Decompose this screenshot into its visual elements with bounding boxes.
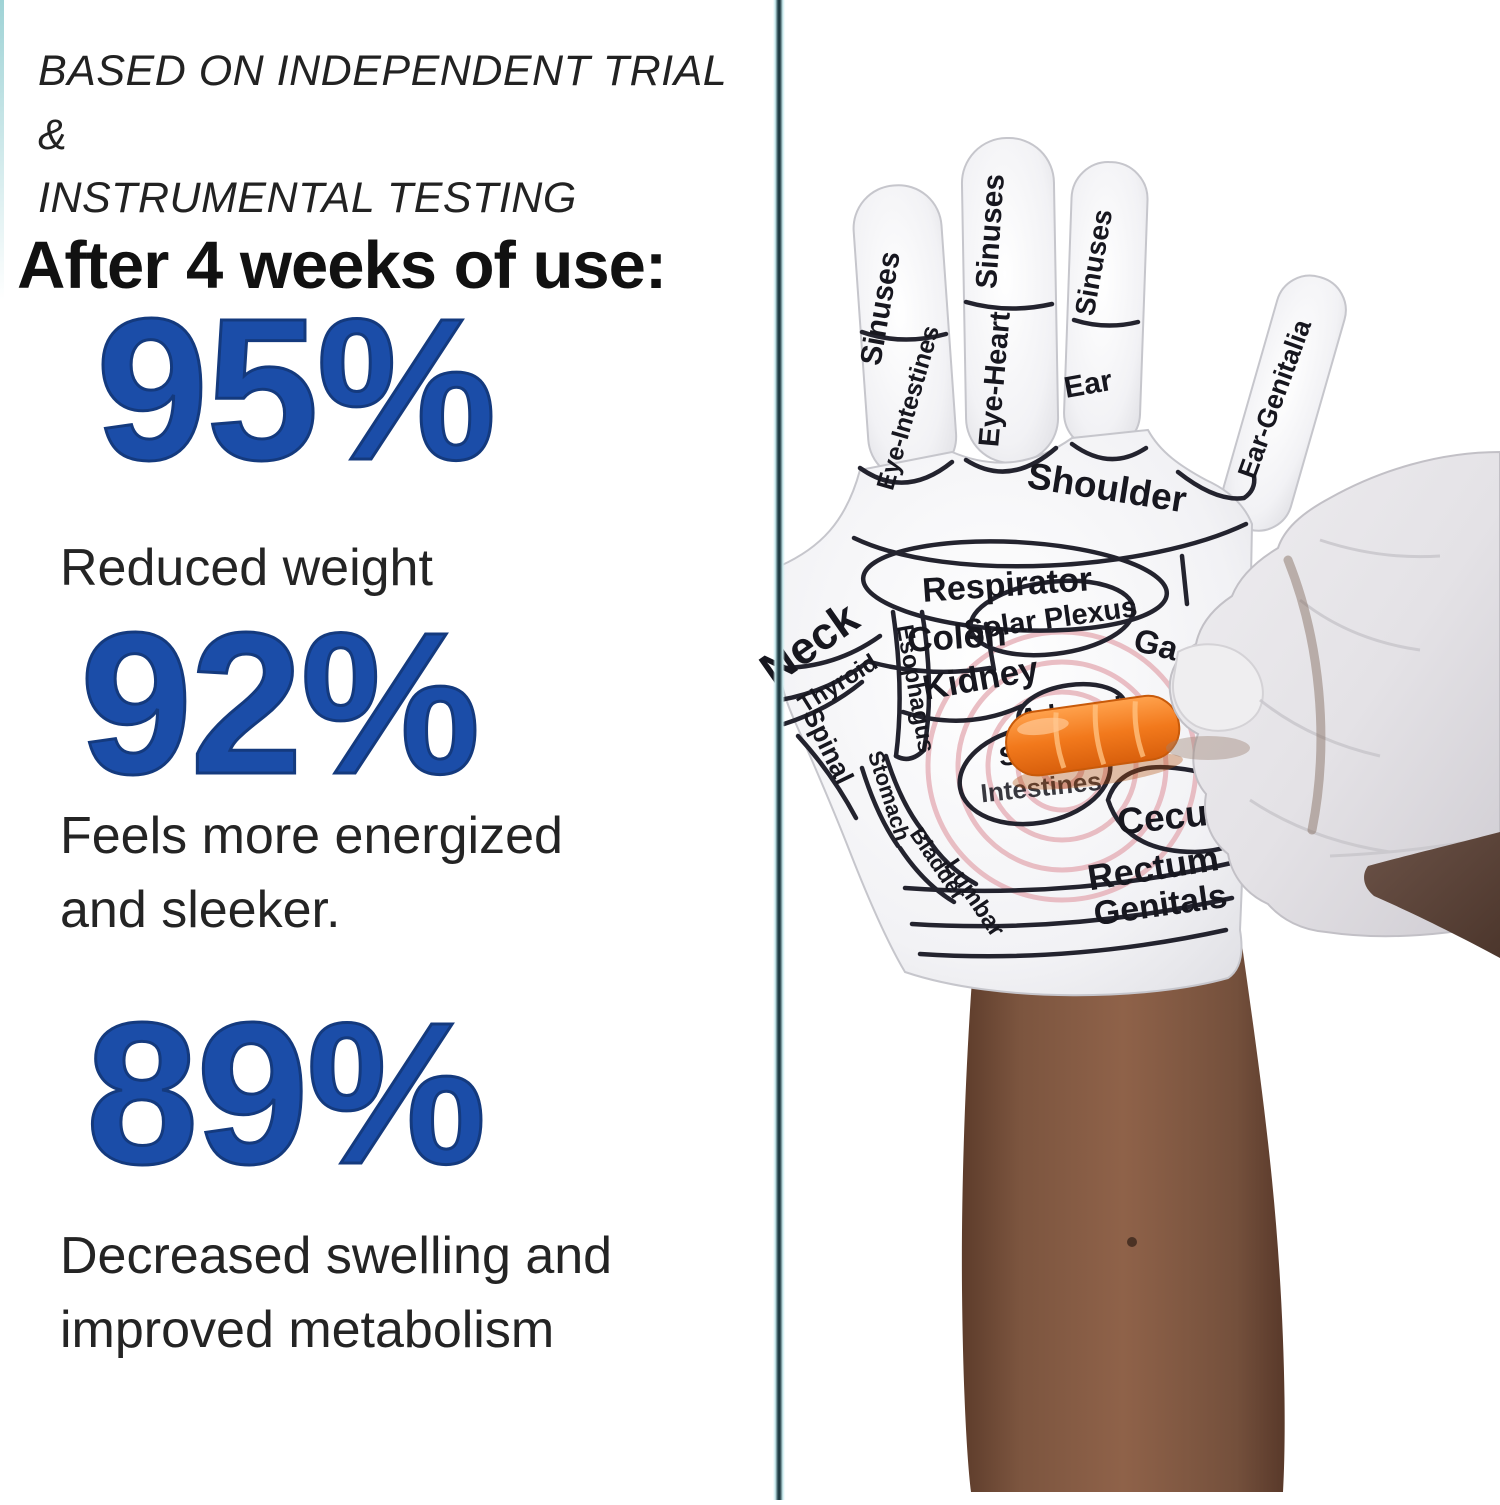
masseur-forearm xyxy=(1364,832,1500,958)
disclaimer-line2: INSTRUMENTAL TESTING xyxy=(38,174,577,223)
label-sinuses-middle: Sinuses xyxy=(970,173,1011,290)
panel-divider xyxy=(773,0,785,1500)
stat-description-energized: Feels more energized and sleeker. xyxy=(60,807,563,939)
forearm-mole xyxy=(1127,1237,1137,1247)
massaging-hand xyxy=(1166,450,1500,958)
stat-percent-swelling: 89% xyxy=(84,980,487,1206)
claims-panel: BASED ON INDEPENDENT TRIAL & INSTRUMENTA… xyxy=(0,0,758,1359)
pressing-finger xyxy=(1172,643,1264,732)
stat-percent-energized: 92% xyxy=(78,590,481,816)
stat-description-reduced-weight: Reduced weight xyxy=(60,539,433,597)
left-edge-accent xyxy=(0,0,4,300)
disclaimer-text: BASED ON INDEPENDENT TRIAL & INSTRUMENTA… xyxy=(38,40,758,231)
disclaimer-line1: BASED ON INDEPENDENT TRIAL & xyxy=(38,47,727,159)
stat-description-swelling: Decreased swelling and improved metaboli… xyxy=(60,1227,613,1359)
massage-tool xyxy=(1005,694,1183,790)
stat-percent-reduced-weight: 95% xyxy=(94,276,497,502)
label-colon: Colon xyxy=(906,614,1008,660)
reflexology-glove: Sinuses Eye-Intestines Sinuses Eye-Heart… xyxy=(750,137,1347,997)
page-title: After 4 weeks of use: xyxy=(17,227,667,303)
forearm xyxy=(961,930,1285,1492)
glove-palm xyxy=(779,428,1254,997)
